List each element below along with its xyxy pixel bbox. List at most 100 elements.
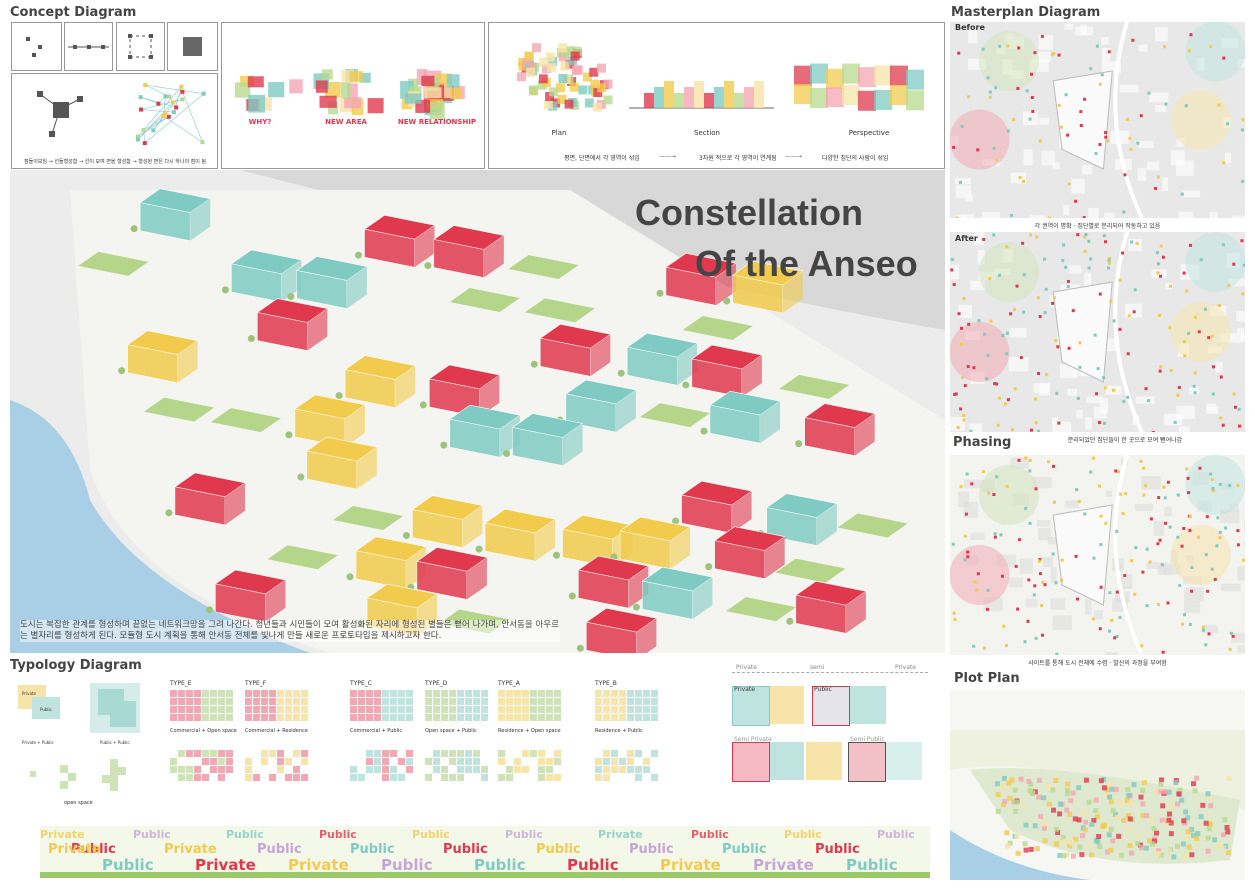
node (171, 100, 176, 105)
zone-label: Private (734, 686, 755, 693)
building (1161, 177, 1169, 192)
tree (419, 401, 427, 409)
plot-block (1120, 800, 1126, 806)
plot-block (1101, 785, 1107, 791)
point (1098, 143, 1102, 147)
point (1098, 627, 1102, 631)
point (1193, 391, 1197, 395)
plot-block (1046, 801, 1052, 807)
plot-block (1182, 854, 1188, 860)
point (963, 384, 967, 388)
building (958, 491, 970, 508)
block (248, 94, 266, 113)
point (1104, 131, 1108, 135)
concept-box (64, 22, 113, 71)
block (664, 81, 674, 108)
type-name: TYPE_E (170, 680, 192, 687)
plot-block (1023, 822, 1029, 828)
ground (40, 872, 930, 878)
plot-block (1126, 793, 1132, 799)
block (906, 90, 924, 111)
plot-block (1183, 809, 1189, 815)
point (952, 145, 956, 149)
building (1010, 457, 1029, 469)
plot-block (1191, 781, 1197, 787)
building (1153, 520, 1165, 536)
building (1037, 520, 1051, 527)
plot-block (1161, 789, 1167, 795)
point (986, 353, 990, 357)
block (319, 95, 337, 108)
side (760, 401, 781, 444)
open-space-icons (30, 759, 126, 791)
plot-block (1058, 801, 1064, 807)
building (956, 215, 967, 218)
plot-block (1158, 777, 1164, 783)
point (1147, 399, 1151, 403)
plot-block (1053, 826, 1059, 832)
building (1165, 282, 1173, 290)
point (959, 342, 963, 346)
building (1033, 383, 1050, 394)
side (764, 536, 785, 579)
strip-word: Public (505, 828, 543, 841)
park (210, 408, 281, 433)
point (1003, 402, 1007, 406)
point (1017, 458, 1021, 462)
plot-block (1151, 838, 1157, 844)
point (1108, 261, 1112, 265)
block (570, 51, 580, 61)
plot-block (1064, 807, 1070, 813)
point (1064, 93, 1068, 97)
point (1040, 34, 1044, 38)
plot-block (1137, 842, 1143, 848)
point (953, 392, 957, 396)
block (524, 51, 534, 61)
plot-block (1060, 834, 1066, 840)
tree (424, 261, 432, 269)
point (1159, 274, 1163, 278)
plot-block (1009, 777, 1015, 783)
strip-word: Public (443, 842, 488, 857)
point (975, 588, 979, 592)
point (1157, 602, 1161, 606)
node (174, 105, 179, 110)
block (240, 75, 254, 87)
plot-block (1051, 807, 1057, 813)
side (590, 334, 611, 377)
point (1218, 536, 1222, 540)
plot-block (1180, 841, 1186, 847)
plot-block (1153, 830, 1159, 836)
plot-block (1042, 838, 1048, 844)
strip-word: Private (40, 828, 85, 841)
point (1083, 235, 1087, 239)
node (201, 91, 206, 96)
point (1027, 578, 1031, 582)
facade (412, 509, 463, 548)
tree (786, 617, 794, 625)
strip-word: Private (48, 842, 101, 857)
point (988, 95, 992, 99)
plot-block (1151, 825, 1157, 831)
type-desc: Residence + Public (595, 728, 643, 734)
hero-image: Constellation Of the Anseo 도시는 복잡한 관계를 형… (10, 170, 945, 653)
facade (540, 337, 591, 377)
point (1057, 103, 1061, 107)
point (1104, 240, 1108, 244)
point (981, 470, 985, 474)
tree (705, 563, 713, 571)
building (1032, 52, 1051, 63)
building (1052, 615, 1072, 631)
building (1164, 506, 1172, 517)
block (359, 72, 371, 83)
point (1139, 459, 1143, 463)
building (1050, 567, 1057, 583)
side (562, 423, 583, 466)
point (1201, 626, 1205, 630)
plot-block (1107, 782, 1113, 788)
building (1037, 527, 1051, 541)
point (1232, 262, 1236, 266)
building (950, 417, 966, 431)
plot-block (995, 808, 1001, 814)
block (340, 82, 351, 99)
